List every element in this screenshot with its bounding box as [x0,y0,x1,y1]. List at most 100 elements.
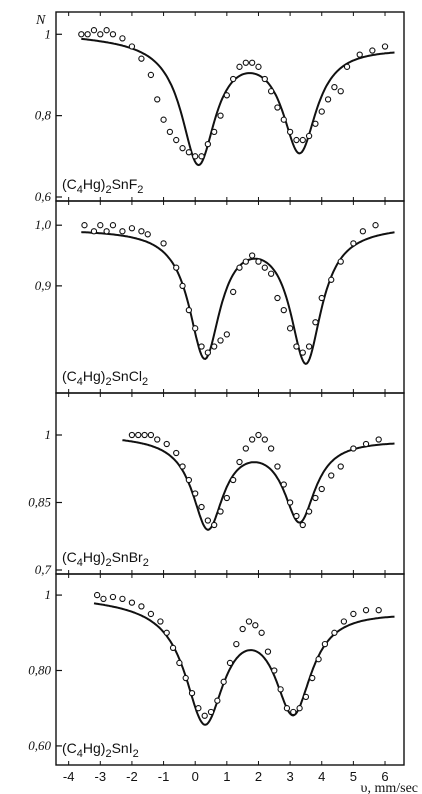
y-axis-label: N [35,13,46,28]
data-point [280,116,287,123]
data-point [103,228,110,235]
compound-label: (C4Hg)2SnF2 [62,176,143,196]
data-point [274,463,281,470]
data-point [128,431,136,439]
data-point [226,659,234,667]
data-point [359,228,367,235]
fit-curve [81,231,395,366]
data-point [239,625,246,633]
data-point [369,47,376,54]
data-point [381,43,389,50]
data-point [312,120,319,127]
data-point [337,88,344,95]
data-point [223,92,230,99]
data-point [252,622,259,629]
data-point [318,294,325,302]
formula-subscript: 4 [77,557,83,569]
x-tick-label: 4 [318,769,325,784]
data-point [201,712,208,719]
data-point [258,629,265,636]
data-point [173,449,180,457]
panel-4: 10,800,60 (C4Hg)2SnI2 [28,573,405,766]
data-point [318,108,325,115]
data-point [280,481,287,488]
data-point [290,708,297,716]
panel-frame [55,392,405,575]
data-point [267,270,275,277]
data-point [350,610,357,618]
data-point [179,282,186,290]
data-point [223,494,230,502]
data-point [185,306,193,314]
formula-text: (C [62,176,77,192]
data-point [173,136,180,144]
data-point [277,686,284,693]
data-point [192,325,199,332]
data-point [173,264,180,271]
fit-curve [122,439,395,531]
panel-1: 10,80,6(C4Hg)2SnF2 [35,11,405,204]
formula-text: Hg) [83,549,106,565]
data-point [337,258,344,265]
data-point [331,84,338,91]
data-point [309,674,316,682]
formula-subscript: 2 [133,748,139,760]
data-point [154,96,161,103]
data-point [293,512,300,520]
x-tick-label: 5 [350,769,357,784]
y-tick-label: 1,0 [35,217,52,232]
data-point [337,463,344,470]
data-point [293,343,300,350]
data-point [242,445,249,452]
data-point [157,618,164,625]
data-point [204,517,212,524]
formula-subscript: 2 [142,376,148,388]
x-tick-label: 1 [223,769,230,784]
data-point [299,136,306,144]
data-point [147,431,155,439]
data-point [217,112,224,119]
data-point [103,27,110,34]
data-point [315,656,322,663]
data-point [182,674,189,682]
data-point [154,436,161,443]
x-tick-label: 3 [286,769,293,784]
data-point [217,508,224,515]
x-tick-label: -4 [63,769,75,784]
y-tick-label: 1 [45,427,52,442]
data-point [267,88,275,95]
data-point [362,440,370,448]
data-point [328,276,335,283]
data-point [141,431,148,439]
data-point [305,508,313,515]
data-point [163,440,170,448]
data-point [198,343,205,350]
data-point [274,104,281,111]
data-point [271,667,278,674]
formula-text: Hg) [83,740,106,756]
formula-text: (C [62,549,77,565]
data-point [356,51,363,58]
panel-frame [55,11,405,202]
formula-text: (C [62,740,77,756]
data-point [350,445,357,452]
formula-subscript: 2 [137,184,143,196]
data-point [248,436,256,443]
data-point [211,343,218,350]
data-point [217,337,224,344]
data-point [312,319,319,326]
data-point [169,644,177,652]
formula-text: SnI [112,740,133,756]
formula-subscript: 4 [77,184,83,196]
formula-subscript: 2 [105,376,111,388]
data-point [138,55,145,62]
compound-label: (C4Hg)2SnI2 [62,740,139,760]
formula-subscript: 2 [143,557,149,569]
data-point [236,264,243,271]
y-tick-label: 0,6 [35,189,52,204]
data-point [286,128,294,136]
data-point [293,136,300,144]
data-point [255,431,262,439]
data-point [248,59,256,66]
y-tick-label: 0,60 [28,738,51,753]
